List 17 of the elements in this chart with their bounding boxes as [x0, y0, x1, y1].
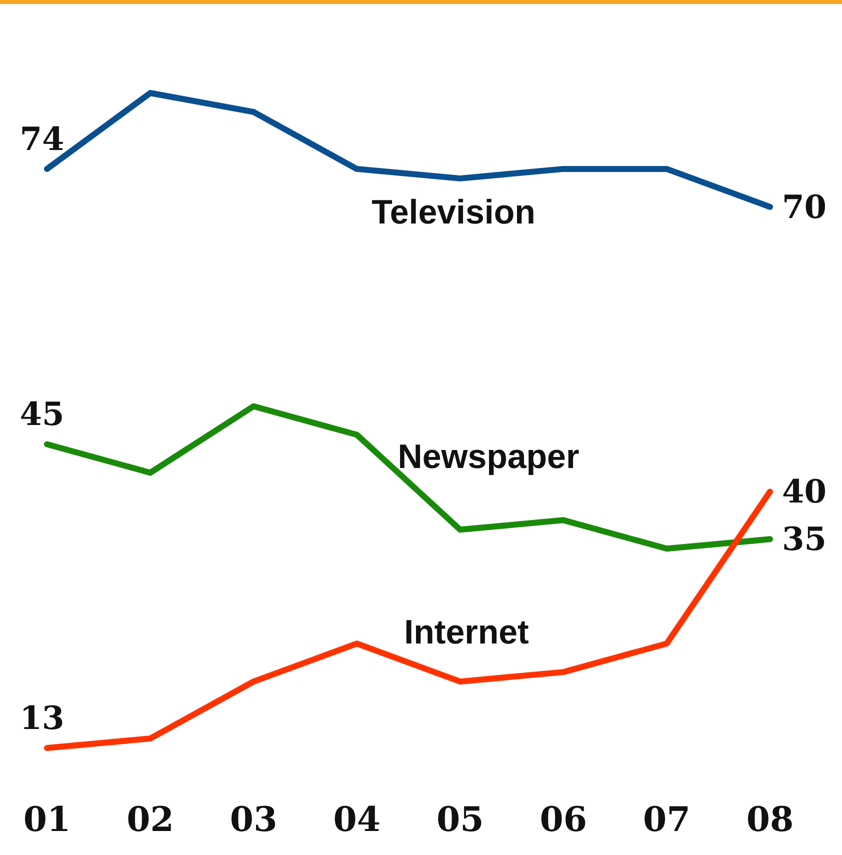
series-label: Internet	[404, 614, 529, 652]
data-label: 13	[20, 699, 64, 737]
x-tick-label: 01	[23, 800, 71, 840]
data-label: 40	[782, 472, 827, 511]
x-tick-label: 05	[436, 800, 484, 840]
x-tick-label: 04	[333, 800, 381, 840]
series-label: Newspaper	[398, 438, 580, 476]
data-label: 35	[782, 520, 827, 558]
x-tick-label: 02	[126, 800, 174, 840]
data-label: 74	[20, 120, 64, 158]
data-label: 70	[782, 188, 827, 226]
series-label: Television	[372, 194, 536, 232]
x-tick-label: 06	[540, 800, 588, 840]
x-tick-label: 03	[230, 800, 278, 840]
x-tick-label: 07	[643, 800, 690, 840]
data-label: 45	[20, 395, 64, 434]
x-tick-label: 08	[746, 800, 794, 840]
